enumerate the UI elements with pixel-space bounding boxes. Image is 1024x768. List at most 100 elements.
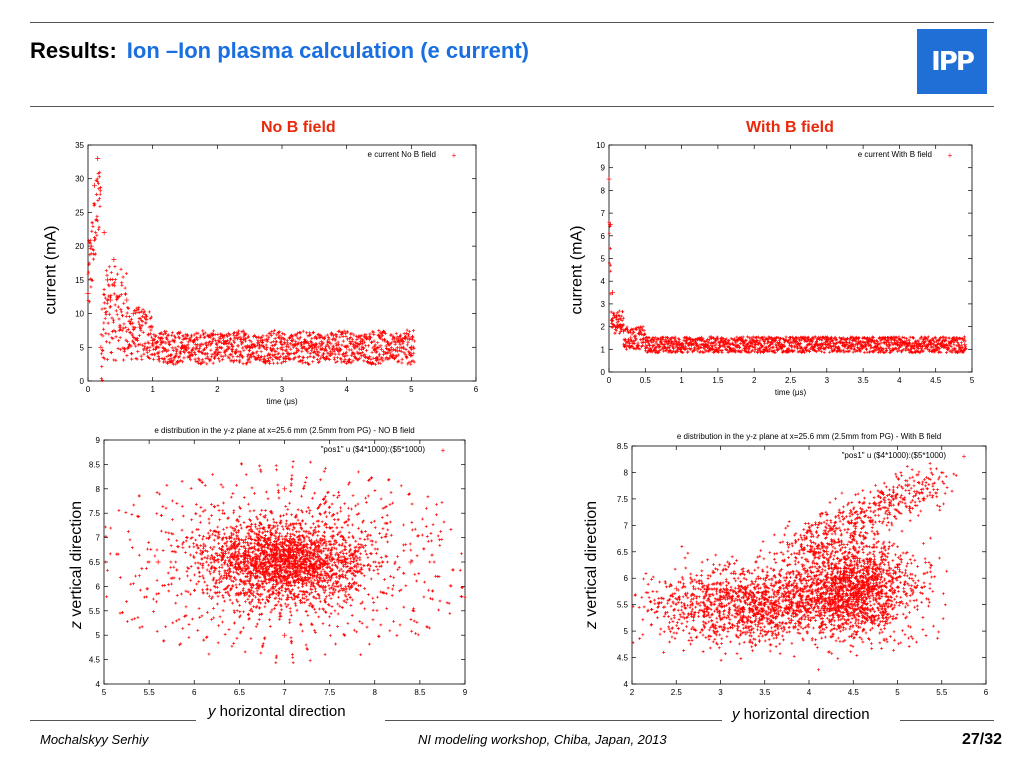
trace-point xyxy=(813,344,817,348)
x-tick-label: 8 xyxy=(373,688,378,697)
trace-point xyxy=(703,347,707,351)
cloud-point xyxy=(337,555,341,559)
trace-point xyxy=(289,347,293,351)
trace-point xyxy=(866,336,870,340)
trace-point xyxy=(115,297,120,301)
cloud-point xyxy=(243,565,247,569)
trace-point xyxy=(274,339,279,344)
cloud-point xyxy=(235,559,238,563)
cloud-point xyxy=(312,595,316,599)
cloud-point xyxy=(333,522,337,526)
data-point xyxy=(88,243,94,249)
trace-point xyxy=(695,341,699,345)
cloud-point xyxy=(248,509,252,513)
cloud-point xyxy=(210,553,214,557)
cloud-point xyxy=(228,570,231,574)
trace-point xyxy=(325,339,330,343)
trace-point xyxy=(671,336,675,340)
trace-point xyxy=(955,344,959,348)
cloud-point xyxy=(250,586,254,590)
cloud-point xyxy=(282,537,286,541)
cloud-point xyxy=(328,511,332,515)
cloud-point xyxy=(287,548,291,551)
cloud-point xyxy=(363,538,367,541)
trace-point xyxy=(105,310,109,314)
cloud-point xyxy=(250,600,253,604)
cloud-point xyxy=(206,587,209,591)
cloud-point xyxy=(328,587,332,591)
trace-point xyxy=(308,333,313,337)
trace-point xyxy=(93,252,97,256)
trace-point xyxy=(888,344,892,348)
trace-point xyxy=(952,343,956,347)
cloud-point xyxy=(378,531,382,535)
cloud-point xyxy=(207,563,210,567)
cloud-point xyxy=(251,558,254,562)
cloud-point xyxy=(307,511,311,515)
trace-point xyxy=(268,346,273,350)
trace-point xyxy=(281,352,285,356)
trace-point xyxy=(97,187,101,191)
trace-point xyxy=(234,333,239,338)
trace-point xyxy=(127,314,132,319)
trace-point xyxy=(98,170,102,174)
trace-point xyxy=(223,333,227,338)
cloud-point xyxy=(367,593,370,597)
cloud-point xyxy=(192,554,196,558)
cloud-point xyxy=(261,567,265,571)
cloud-point xyxy=(350,584,354,588)
trace-point xyxy=(349,341,353,345)
trace-point xyxy=(359,333,363,338)
trace-point xyxy=(164,336,169,340)
cloud-point xyxy=(264,555,268,558)
trace-point xyxy=(282,337,286,341)
cloud-point xyxy=(293,583,297,587)
trace-point xyxy=(784,335,788,339)
cloud-point xyxy=(264,509,267,512)
trace-point xyxy=(904,339,908,343)
trace-point xyxy=(347,358,351,362)
trace-point xyxy=(333,338,337,342)
cloud-point xyxy=(233,611,236,614)
trace-point xyxy=(360,351,364,355)
trace-point xyxy=(380,334,385,338)
trace-point xyxy=(863,340,867,344)
trace-point xyxy=(377,333,381,338)
trace-point xyxy=(343,331,348,335)
cloud-point xyxy=(220,551,224,555)
cloud-point xyxy=(425,535,429,538)
trace-point xyxy=(111,277,115,282)
trace-point xyxy=(751,335,755,339)
cloud-point xyxy=(276,527,279,531)
trace-point xyxy=(800,347,804,351)
trace-point xyxy=(706,339,710,343)
trace-point xyxy=(804,346,808,350)
cloud-point xyxy=(277,534,281,538)
cloud-point xyxy=(228,594,231,598)
trace-point xyxy=(140,357,144,362)
cloud-point xyxy=(214,552,218,555)
cloud-point xyxy=(354,539,358,543)
trace-point xyxy=(355,337,359,341)
trace-point xyxy=(808,349,812,353)
trace-point xyxy=(209,341,213,346)
trace-point xyxy=(147,341,151,345)
trace-point xyxy=(172,338,176,342)
cloud-point xyxy=(236,591,240,595)
trace-point xyxy=(184,347,189,351)
trace-point xyxy=(110,316,114,320)
trace-point xyxy=(197,349,201,353)
trace-point xyxy=(312,330,316,334)
trace-point xyxy=(879,341,883,345)
trace-point xyxy=(123,347,127,351)
trace-point xyxy=(191,348,195,352)
trace-point xyxy=(607,231,611,235)
cloud-point xyxy=(280,579,284,583)
trace-point xyxy=(293,351,297,355)
trace-point xyxy=(300,342,304,347)
trace-point xyxy=(112,281,117,285)
y-tick-label: 8 xyxy=(96,485,101,494)
trace-point xyxy=(875,340,879,344)
trace-point xyxy=(734,341,738,345)
trace-point xyxy=(148,345,152,349)
